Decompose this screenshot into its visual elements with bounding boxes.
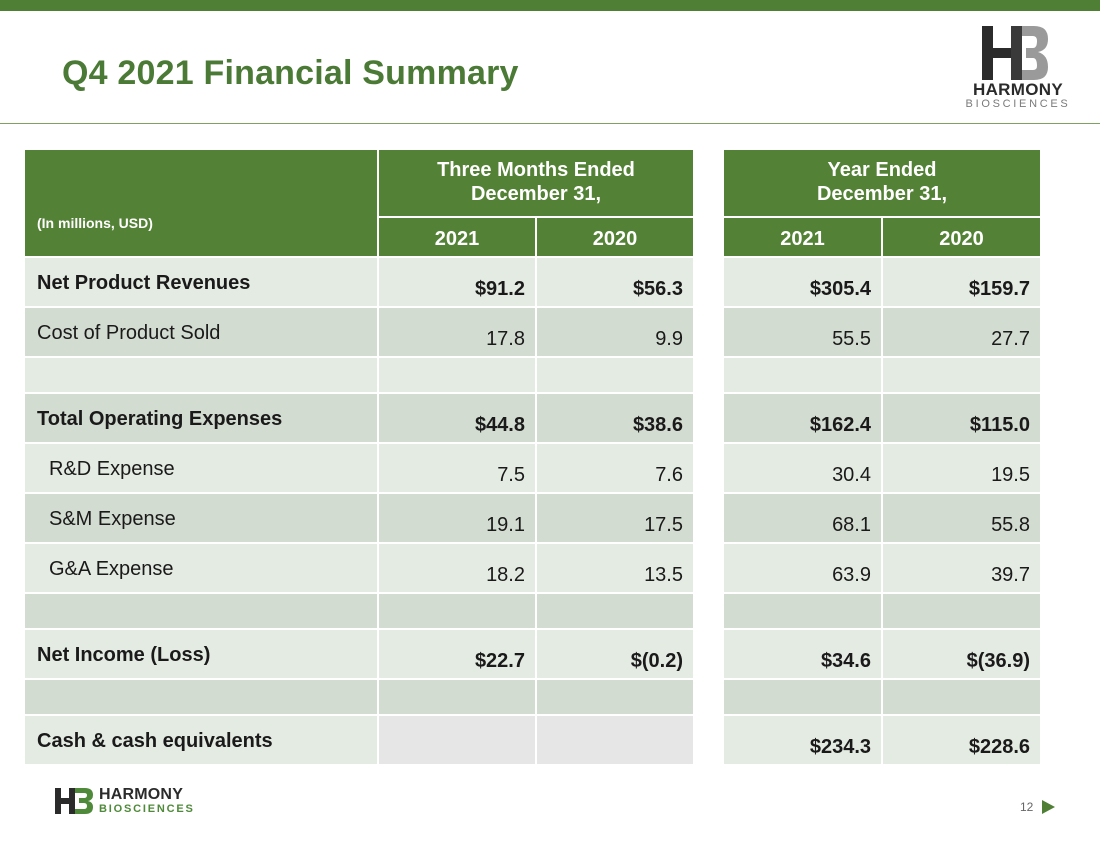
table-cell: 19.5 <box>883 444 1040 492</box>
year-header: 2020 <box>883 218 1040 256</box>
table-cell: $162.4 <box>724 394 881 442</box>
table-cell: 13.5 <box>537 544 693 592</box>
table-cell: 30.4 <box>724 444 881 492</box>
year-header: 2020 <box>537 218 693 256</box>
table-cell <box>883 358 1040 392</box>
year-header: 2021 <box>724 218 881 256</box>
table-cell <box>379 680 535 714</box>
table-cell: 18.2 <box>379 544 535 592</box>
table-cell: $228.6 <box>883 716 1040 764</box>
table-cell <box>537 594 693 628</box>
table-cell: $305.4 <box>724 258 881 306</box>
row-label: G&A Expense <box>25 544 377 592</box>
table-cell: 17.8 <box>379 308 535 356</box>
table-cell: 7.6 <box>537 444 693 492</box>
table-cell <box>537 358 693 392</box>
row-label: R&D Expense <box>25 444 377 492</box>
row-label: S&M Expense <box>25 494 377 542</box>
logo-subwordmark: BIOSCIENCES <box>965 98 1071 110</box>
table-cell: $34.6 <box>724 630 881 678</box>
table-cell <box>883 594 1040 628</box>
page-number: 12 <box>1020 800 1034 814</box>
table-cell: $(0.2) <box>537 630 693 678</box>
table-cell: $234.3 <box>724 716 881 764</box>
row-label: Net Product Revenues <box>25 258 377 306</box>
table-cell <box>379 594 535 628</box>
table-cell: 27.7 <box>883 308 1040 356</box>
table-cell: $91.2 <box>379 258 535 306</box>
table-cell <box>537 716 693 764</box>
hb-footer-logo-icon <box>55 788 93 814</box>
group-header-year-ended: Year Ended December 31, <box>724 150 1040 216</box>
harmony-logo: HARMONY BIOSCIENCES <box>962 24 1078 114</box>
table-cell: $159.7 <box>883 258 1040 306</box>
table-cell: 55.8 <box>883 494 1040 542</box>
year-header: 2021 <box>379 218 535 256</box>
next-arrow-icon <box>1042 800 1055 814</box>
footer-wordmark: HARMONY <box>99 786 184 803</box>
table-cell: $115.0 <box>883 394 1040 442</box>
table-cell: 7.5 <box>379 444 535 492</box>
table-cell: $38.6 <box>537 394 693 442</box>
table-cell <box>537 680 693 714</box>
table-cell: $(36.9) <box>883 630 1040 678</box>
slide-title: Q4 2021 Financial Summary <box>62 54 519 92</box>
table-cell <box>883 680 1040 714</box>
units-header: (In millions, USD) <box>25 150 377 256</box>
table-cell: $56.3 <box>537 258 693 306</box>
table-cell <box>724 680 881 714</box>
top-accent-bar <box>0 0 1100 11</box>
logo-wordmark: HARMONY <box>973 80 1063 99</box>
footer-logo: HARMONY BIOSCIENCES <box>55 786 215 816</box>
table-cell: 68.1 <box>724 494 881 542</box>
table-cell <box>379 716 535 764</box>
table-cell: 55.5 <box>724 308 881 356</box>
group-header-three-months: Three Months Ended December 31, <box>379 150 693 216</box>
table-cell <box>724 594 881 628</box>
table-cell: $44.8 <box>379 394 535 442</box>
table-cell: 17.5 <box>537 494 693 542</box>
row-label <box>25 680 377 714</box>
row-label: Net Income (Loss) <box>25 630 377 678</box>
table-cell: 9.9 <box>537 308 693 356</box>
footer-subwordmark: BIOSCIENCES <box>99 803 195 815</box>
row-label: Total Operating Expenses <box>25 394 377 442</box>
table-cell <box>724 358 881 392</box>
table-cell: 39.7 <box>883 544 1040 592</box>
header-divider <box>0 123 1100 124</box>
table-cell <box>379 358 535 392</box>
table-cell: 63.9 <box>724 544 881 592</box>
hb-logo-icon <box>982 26 1048 80</box>
row-label: Cash & cash equivalents <box>25 716 377 764</box>
row-label <box>25 594 377 628</box>
table-cell: 19.1 <box>379 494 535 542</box>
table-cell: $22.7 <box>379 630 535 678</box>
row-label <box>25 358 377 392</box>
row-label: Cost of Product Sold <box>25 308 377 356</box>
